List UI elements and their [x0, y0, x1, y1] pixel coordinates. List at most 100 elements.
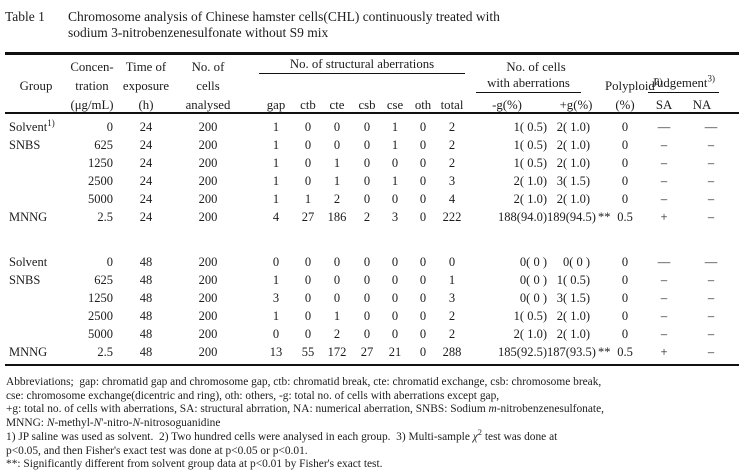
cell-time: 48 [139, 273, 153, 287]
cell-cse: 0 [391, 327, 399, 341]
cell-gap: 1 [272, 120, 280, 134]
footnote-line: Abbreviations; gap: chromatid gap and ch… [6, 376, 602, 388]
cell-group [5, 325, 67, 343]
cell-csb: 0 [363, 192, 371, 206]
col-header-concentration-2: tration [75, 79, 109, 93]
cell-conc: 2.5 [97, 210, 113, 224]
cell-na: – [707, 156, 715, 170]
col-header-ctb: ctb [300, 98, 316, 112]
col-header-polyploid: Polyploid2) [605, 76, 663, 93]
col-header-plus-g: +g(%) [559, 98, 593, 112]
group-header-cells-with-aberrations-1: No. of cells [506, 60, 566, 74]
col-header-cells-1: No. of [191, 60, 225, 74]
cell-cells: 200 [198, 210, 218, 224]
cell-ctb: 0 [304, 309, 312, 323]
cell-time: 48 [139, 291, 153, 305]
footnote-line: 1) JP saline was used as solvent. 2) Two… [6, 427, 558, 443]
table-row: 2500 48 200 1 0 1 0 0 0 2 1( 0.5) 2( 1.0) 0 – – [5, 307, 739, 325]
col-header-sa: SA [655, 98, 673, 112]
table-row: 2500 24 200 1 0 1 0 1 0 3 2( 1.0) 3( 1.5) 0 – – [5, 172, 739, 190]
cell-conc: 5000 [88, 192, 113, 206]
cell-cse: 0 [391, 192, 399, 206]
cell-ctb: 0 [304, 255, 312, 269]
cell-ctb: 0 [304, 174, 312, 188]
cell-group: MNNG [9, 210, 48, 224]
cell-mg: 0( 0 ) [519, 255, 547, 269]
cell-ctb: 0 [304, 291, 312, 305]
cell-csb: 27 [360, 345, 374, 359]
table-row: 1250 24 200 1 0 1 0 0 0 2 1( 0.5) 2( 1.0) 0 – – [5, 154, 739, 172]
cell-gap: 4 [272, 210, 280, 224]
footnote-line: +g: total no. of cells with aberrations,… [6, 403, 604, 416]
table-header: Concen- Time of No. of No. of structural… [5, 54, 739, 113]
cell-time: 48 [139, 345, 153, 359]
cell-pg: 2( 1.0) [556, 138, 591, 152]
col-header-cells-2: cells [196, 79, 220, 93]
cell-gap: 1 [272, 174, 280, 188]
cell-gap: 1 [272, 192, 280, 206]
cell-oth: 0 [419, 192, 427, 206]
cell-oth: 0 [419, 210, 427, 224]
cell-cse: 0 [391, 291, 399, 305]
cell-total: 2 [448, 156, 456, 170]
cell-cells: 200 [198, 120, 218, 134]
cell-poly: 0.5 [617, 345, 633, 359]
cell-poly: 0 [621, 273, 629, 287]
cell-conc: 1250 [88, 291, 113, 305]
cell-pg: 2( 1.0) [556, 309, 591, 323]
cell-oth: 0 [419, 327, 427, 341]
cell-total: 3 [448, 291, 456, 305]
cell-csb: 0 [363, 273, 371, 287]
cell-sa: – [660, 273, 668, 287]
col-header-time-unit: (h) [138, 98, 154, 112]
cell-cte: 0 [333, 120, 341, 134]
cell-conc: 0 [106, 120, 113, 134]
cell-na: – [707, 309, 715, 323]
col-header-polyploid-unit: (%) [615, 98, 635, 112]
cell-gap: 0 [272, 327, 280, 341]
cell-cte: 0 [333, 255, 341, 269]
table-title-line1: Chromosome analysis of Chinese hamster c… [68, 9, 500, 24]
cell-cte: 1 [333, 156, 341, 170]
cell-pg: 189(94.5) ** [547, 210, 611, 224]
cell-cse: 1 [391, 138, 399, 152]
col-header-cte: cte [329, 98, 345, 112]
cell-cells: 200 [198, 345, 218, 359]
cell-total: 0 [448, 255, 456, 269]
cell-pg: 3( 1.5) [556, 291, 591, 305]
cell-gap: 13 [269, 345, 283, 359]
cell-cte: 1 [333, 174, 341, 188]
cell-mg: 1( 0.5) [513, 120, 547, 134]
chromosome-analysis-table: Concen- Time of No. of No. of structural… [5, 52, 739, 366]
solvent-footnote-marker: 1) [47, 117, 55, 128]
cell-oth: 0 [419, 156, 427, 170]
cell-conc: 2500 [88, 309, 113, 323]
cell-poly: 0.5 [617, 210, 633, 224]
cell-sa: – [660, 327, 668, 341]
cell-cse: 21 [388, 345, 402, 359]
cell-sa: + [660, 210, 668, 224]
table-row: Solvent1) 0 24 200 1 0 0 0 1 0 2 1( 0.5) 2( 1.0) 0 — — [5, 113, 739, 136]
cell-oth: 0 [419, 255, 427, 269]
cell-sa: – [660, 291, 668, 305]
col-header-time-2: exposure [122, 79, 170, 93]
col-header-concentration-1: Concen- [70, 60, 114, 74]
cell-cse: 1 [391, 120, 399, 134]
significance-marker: ** [597, 210, 611, 224]
cell-conc: 625 [94, 273, 113, 287]
cell-gap: 1 [272, 156, 280, 170]
cell-cte: 2 [333, 192, 341, 206]
cell-cte: 186 [327, 210, 347, 224]
cell-cte: 0 [333, 291, 341, 305]
cell-mg: 1( 0.5) [513, 138, 547, 152]
cell-poly: 0 [621, 309, 629, 323]
col-header-oth: oth [414, 98, 432, 112]
cell-na: – [707, 210, 715, 224]
cell-total: 288 [442, 345, 462, 359]
cell-cte: 2 [333, 327, 341, 341]
cell-csb: 0 [363, 309, 371, 323]
col-header-concentration-unit: (μg/mL) [70, 98, 114, 112]
cell-na: – [707, 291, 715, 305]
table-title-line2: sodium 3-nitrobenzenesulfonate without S… [68, 25, 329, 40]
cell-ctb: 0 [304, 273, 312, 287]
